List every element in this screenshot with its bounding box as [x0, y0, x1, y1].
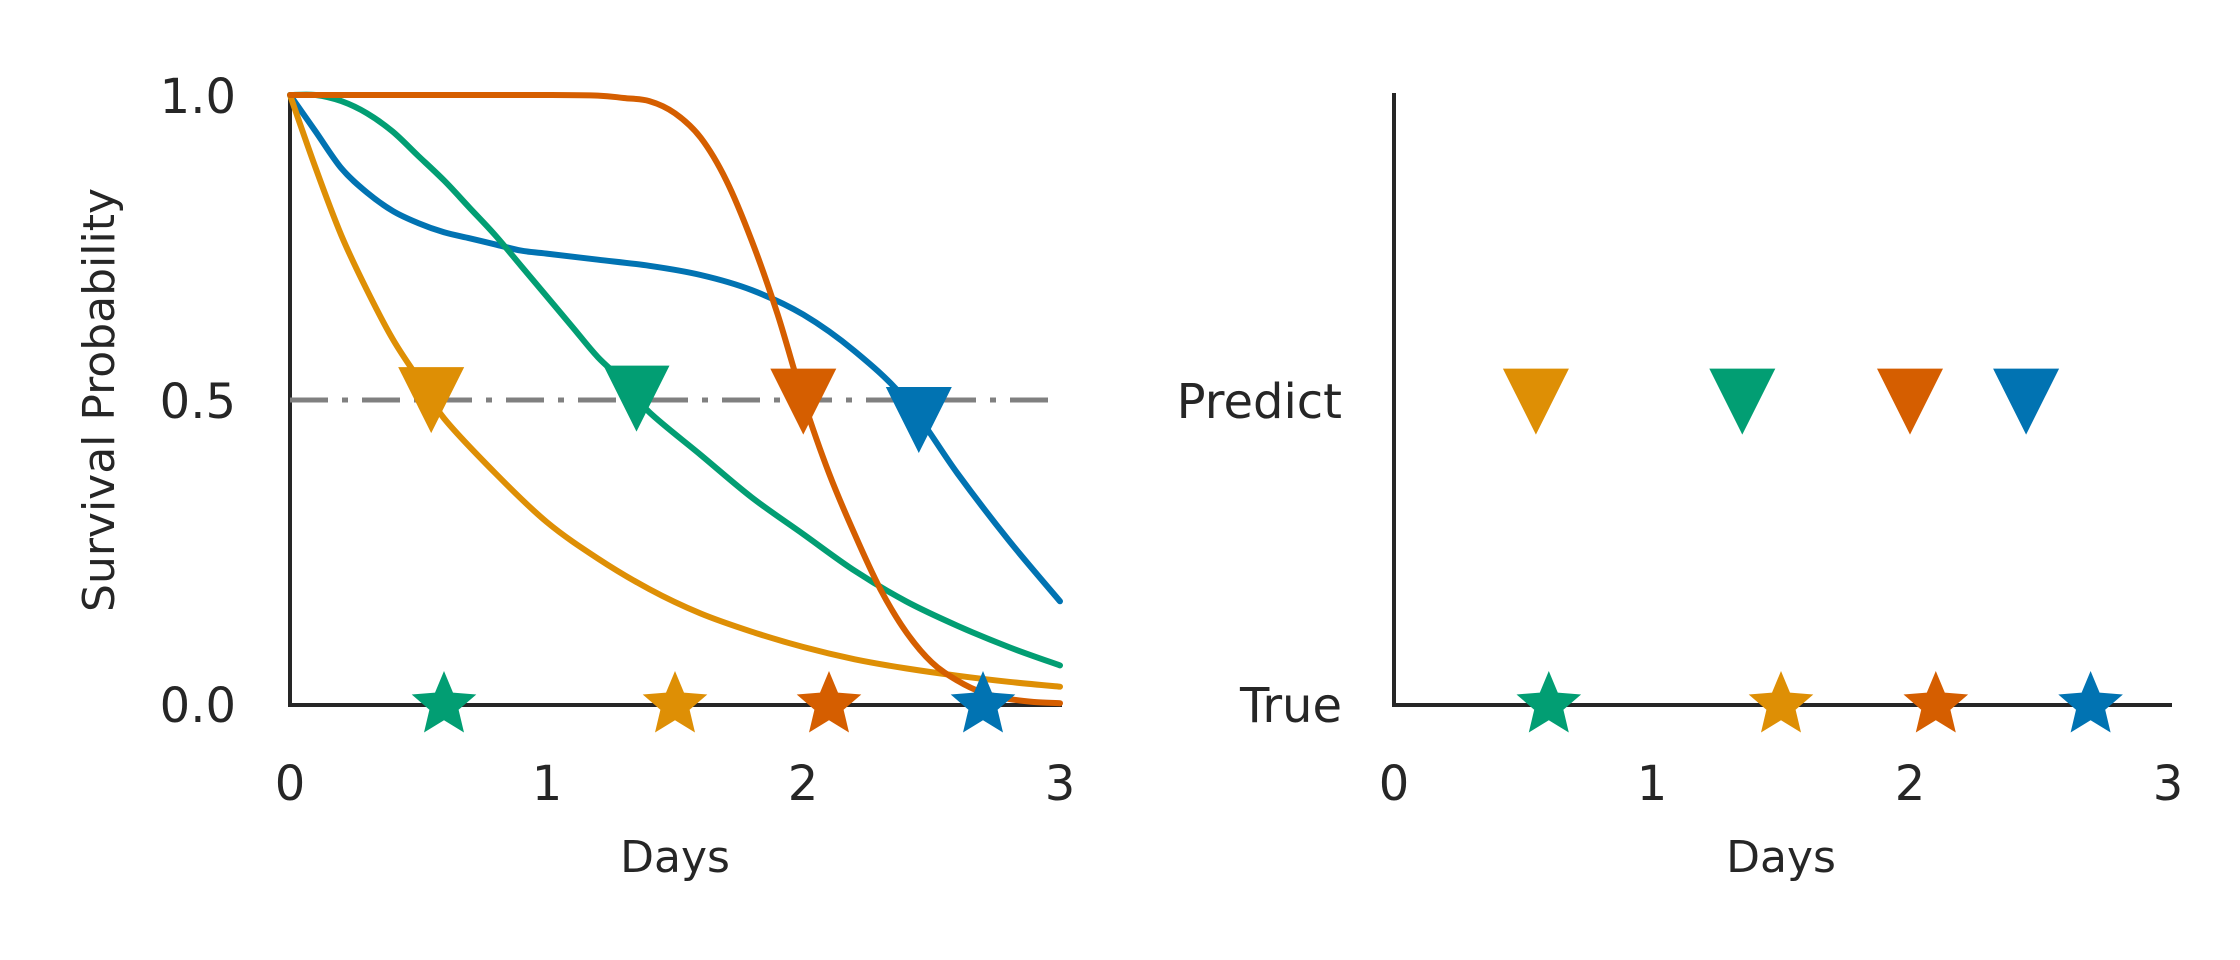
- survival-curves-panel: 0 1 2 3 0.0 0.5 1.0 Days Survival Probab…: [74, 69, 1075, 883]
- left-xtick-label: 3: [1045, 756, 1076, 812]
- right-xtick-label: 2: [1895, 756, 1926, 812]
- predicted-time-marker: [1877, 368, 1943, 435]
- right-category-label-true: True: [1239, 678, 1342, 734]
- true-event-star: [796, 671, 862, 733]
- left-ytick-label: 0.0: [160, 678, 236, 734]
- left-xtick-label: 2: [788, 756, 819, 812]
- survival-curves: [287, 91, 1063, 707]
- prediction-comparison-panel: 0 1 2 3 True Predict Days: [1177, 93, 2184, 883]
- true-time-star: [1748, 671, 1814, 733]
- true-time-star: [1903, 671, 1969, 733]
- left-y-axis-label: Survival Probability: [74, 188, 125, 612]
- left-x-axis-label: Days: [620, 832, 730, 883]
- right-markers: [1502, 368, 2123, 733]
- left-xtick-label: 0: [275, 756, 306, 812]
- predicted-time-marker: [1993, 368, 2060, 435]
- right-category-label-predict: Predict: [1177, 374, 1342, 430]
- survival-curve: [287, 92, 1063, 690]
- left-markers: [398, 365, 1016, 733]
- true-event-star: [950, 671, 1016, 733]
- true-event-star: [642, 671, 708, 733]
- true-event-star: [411, 671, 477, 733]
- true-time-star: [2058, 671, 2123, 733]
- predicted-median-marker: [603, 365, 670, 432]
- right-x-axis-label: Days: [1726, 832, 1836, 883]
- left-xtick-label: 1: [532, 756, 563, 812]
- predicted-median-marker: [770, 368, 837, 435]
- predicted-median-marker: [398, 367, 465, 434]
- right-xtick-label: 1: [1637, 756, 1668, 812]
- predicted-time-marker: [1502, 368, 1569, 435]
- survival-curve: [287, 91, 1063, 669]
- right-xtick-label: 0: [1379, 756, 1410, 812]
- left-ytick-label: 1.0: [160, 69, 236, 125]
- left-ytick-label: 0.5: [160, 374, 236, 430]
- survival-curve: [287, 91, 1063, 707]
- right-xtick-label: 3: [2153, 756, 2184, 812]
- survival-curve: [287, 92, 1063, 605]
- predicted-median-marker: [885, 387, 952, 453]
- true-time-star: [1516, 671, 1582, 733]
- predicted-time-marker: [1709, 368, 1776, 435]
